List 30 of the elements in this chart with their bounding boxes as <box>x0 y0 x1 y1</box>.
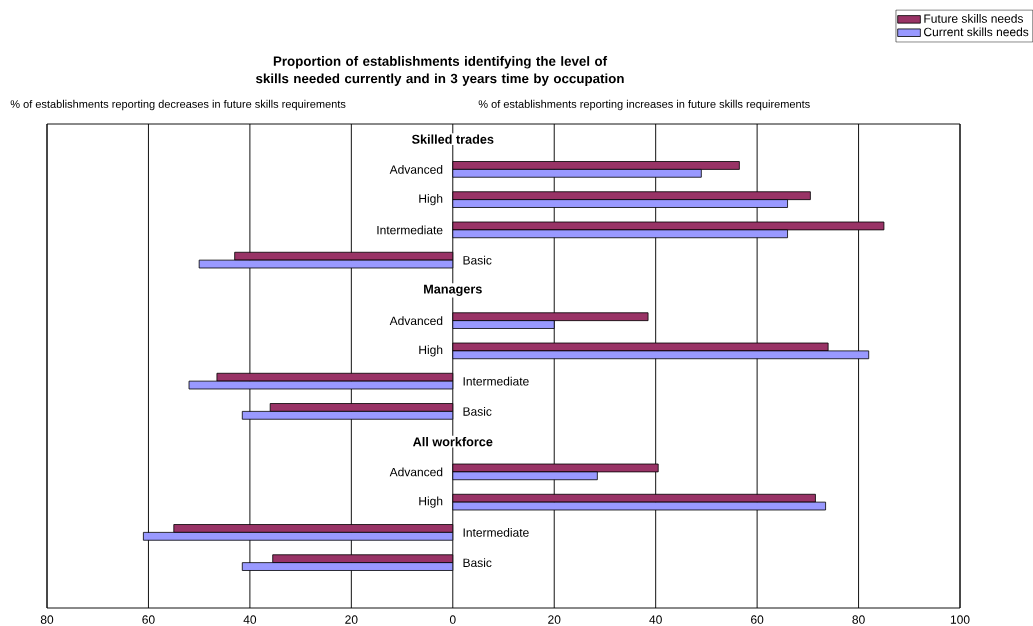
y-tick-label: Basic <box>463 406 492 416</box>
y-tick-label: High <box>419 345 443 357</box>
y-tick-label: Advanced <box>389 467 443 477</box>
x-tick-label: 80 <box>852 615 865 624</box>
y-tick-label: Managers <box>424 284 482 297</box>
x-tick-label: 60 <box>142 615 155 624</box>
y-tick-label: Intermediate <box>377 225 443 235</box>
y-tick-label: Advanced <box>389 316 443 326</box>
x-tick-label: 20 <box>548 615 561 624</box>
chart-title: Proportion of establishments identifying the level of skills needed currently and in 3 years time by occupation <box>255 56 624 86</box>
y-tick-label: All workforce <box>412 436 493 447</box>
x-tick-label: 60 <box>751 615 764 624</box>
x-tick-label: 100 <box>950 615 970 624</box>
x-tick-label: 40 <box>649 615 662 624</box>
x-tick-label: 20 <box>345 615 358 624</box>
x-tick-label: 80 <box>40 615 54 624</box>
y-tick-label: Advanced <box>389 164 443 174</box>
text: % of establishments reporting decreases in future skills requirements <box>10 99 346 111</box>
y-tick-label: Skilled trades <box>411 134 494 144</box>
x-tick-label: 40 <box>243 615 257 624</box>
x-tick-label: 0 <box>449 615 456 624</box>
y-tick-label: Basic <box>463 255 492 265</box>
legend-label: Future skills needs <box>924 14 1024 23</box>
text: % of establishments reporting increases in future skills requirements <box>478 99 810 111</box>
legend-label: Current skills needs <box>924 27 1029 37</box>
y-tick-label: Basic <box>463 558 492 568</box>
y-tick-label: High <box>419 194 443 206</box>
y-tick-label: High <box>419 496 443 508</box>
y-tick-label: Intermediate <box>463 376 529 386</box>
y-tick-label: Intermediate <box>463 527 529 537</box>
